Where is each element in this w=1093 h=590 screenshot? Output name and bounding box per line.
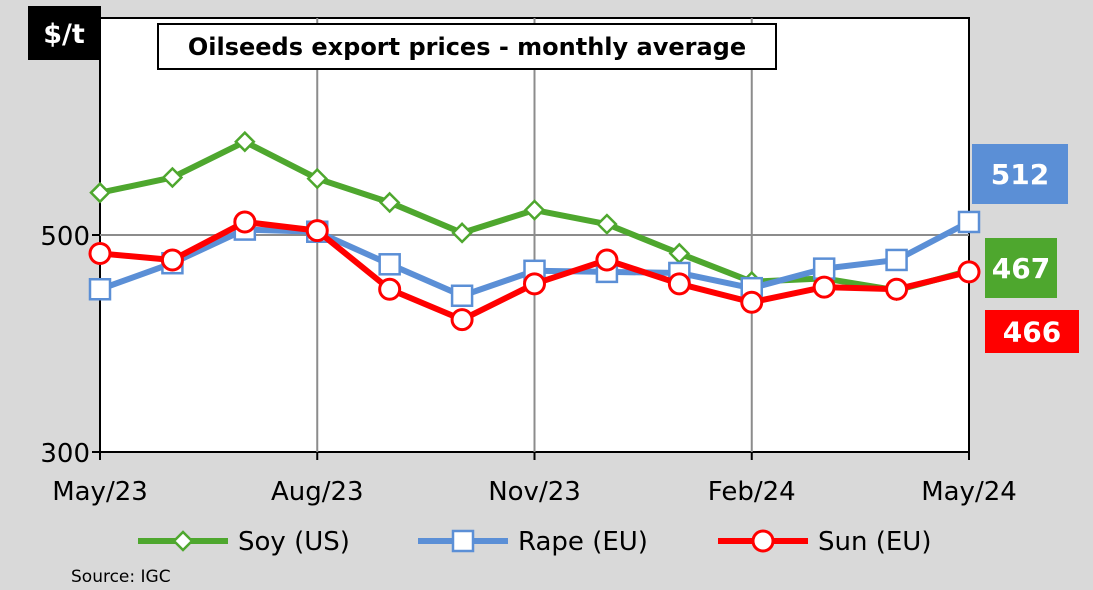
data-point (523, 199, 546, 221)
data-point (885, 248, 908, 272)
data-point (957, 260, 981, 284)
legend-label: Sun (EU) (818, 527, 931, 557)
data-point (451, 222, 473, 244)
data-point (161, 166, 184, 189)
data-point (885, 277, 909, 301)
data-point (957, 210, 981, 234)
unit-badge: $/t (28, 6, 101, 60)
legend-marker (751, 529, 775, 553)
legend-marker (172, 530, 194, 552)
legend-marker (451, 529, 475, 553)
x-tick-label: Aug/23 (271, 477, 364, 507)
data-point (667, 272, 691, 296)
end-label-0: 467 (985, 238, 1057, 298)
x-axis: May/23 Aug/23 Nov/23 Feb/24 May/24 (52, 452, 1017, 507)
unit-label: $/t (43, 19, 85, 50)
data-point (306, 167, 329, 190)
end-labels: 512 467 466 (972, 144, 1079, 353)
data-point (88, 278, 112, 301)
end-label-text: 512 (991, 158, 1049, 191)
legend-label: Soy (US) (238, 527, 350, 557)
title-box: Oilseeds export prices - monthly average (157, 23, 777, 70)
end-label-box (972, 144, 1068, 204)
data-point (378, 191, 401, 214)
x-tick-label: Feb/24 (708, 477, 796, 507)
data-point (89, 181, 111, 204)
data-point (595, 248, 619, 272)
data-point (596, 213, 618, 235)
x-tick-label: May/24 (921, 477, 1017, 507)
data-point (88, 241, 112, 265)
x-tick-label: May/23 (52, 477, 148, 507)
series-2 (88, 210, 981, 332)
end-label-text: 466 (1003, 316, 1061, 349)
source-note: Source: IGC (71, 567, 171, 587)
legend-item-1: Rape (EU) (418, 527, 648, 557)
y-tick-label: 300 (40, 439, 90, 469)
legend-item-2: Sun (EU) (718, 527, 931, 557)
data-point (523, 272, 546, 296)
y-tick-label: 500 (40, 222, 90, 252)
end-label-text: 467 (992, 252, 1050, 285)
series-group (88, 130, 981, 332)
chart-title: Oilseeds export prices - monthly average (188, 33, 746, 61)
data-point (378, 277, 402, 301)
data-point (378, 253, 401, 276)
end-label-box (985, 310, 1079, 353)
data-point (740, 290, 764, 314)
y-axis: 3005007 (40, 5, 100, 469)
legend: Soy (US) Rape (EU) Sun (EU) (138, 527, 931, 557)
data-point (450, 284, 474, 308)
data-point (305, 219, 329, 243)
end-label-1: 512 (972, 144, 1068, 204)
legend-item-0: Soy (US) (138, 527, 350, 557)
x-tick-label: Nov/23 (488, 477, 581, 507)
data-point (233, 210, 257, 234)
data-point (234, 130, 256, 153)
data-point (812, 275, 836, 299)
end-label-2: 466 (985, 310, 1079, 353)
end-label-box (985, 238, 1057, 298)
data-point (450, 308, 474, 332)
legend-label: Rape (EU) (518, 527, 648, 557)
data-point (160, 248, 184, 272)
